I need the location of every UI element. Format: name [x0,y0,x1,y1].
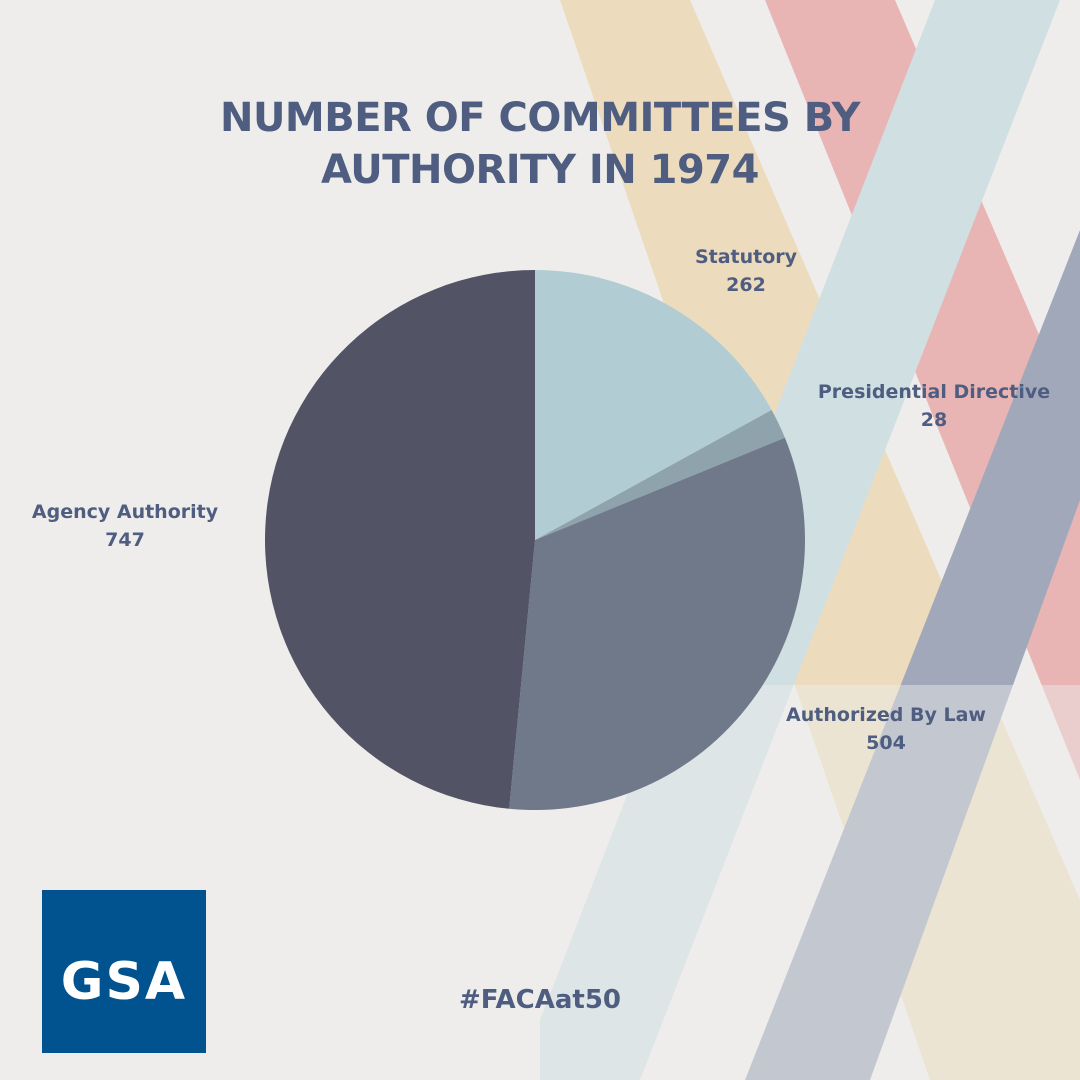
pie-slice-statutory [535,270,772,540]
slice-value: 262 [726,274,766,296]
navy-stripe [745,230,1080,1080]
label-presidential-directive: Presidential Directive 28 [818,378,1050,434]
slice-value: 28 [920,409,948,431]
slice-value: 747 [105,529,145,551]
label-authorized-by-law: Authorized By Law 504 [786,701,986,757]
pie-slice-agency-authority [264,270,535,809]
slice-label: Presidential Directive [817,381,1051,403]
chart-title: NUMBER OF COMMITTEES BY AUTHORITY IN 197… [0,92,1080,196]
pie-slice-presidential-directive [535,409,785,540]
slice-label: Statutory [694,246,798,268]
pie-slice-authorized-by-law [509,437,805,810]
slice-label: Agency Authority [31,501,219,523]
gsa-logo: GSA [42,890,206,1053]
title-line-2: AUTHORITY IN 1974 [321,147,759,193]
slice-label: Authorized By Law [786,704,986,726]
title-line-1: NUMBER OF COMMITTEES BY [219,95,861,141]
logo-text: GSA [60,952,188,1012]
hashtag: #FACAat50 [458,985,622,1015]
label-statutory: Statutory 262 [695,243,797,299]
label-agency-authority: Agency Authority 747 [32,498,218,554]
slice-value: 504 [866,732,906,754]
